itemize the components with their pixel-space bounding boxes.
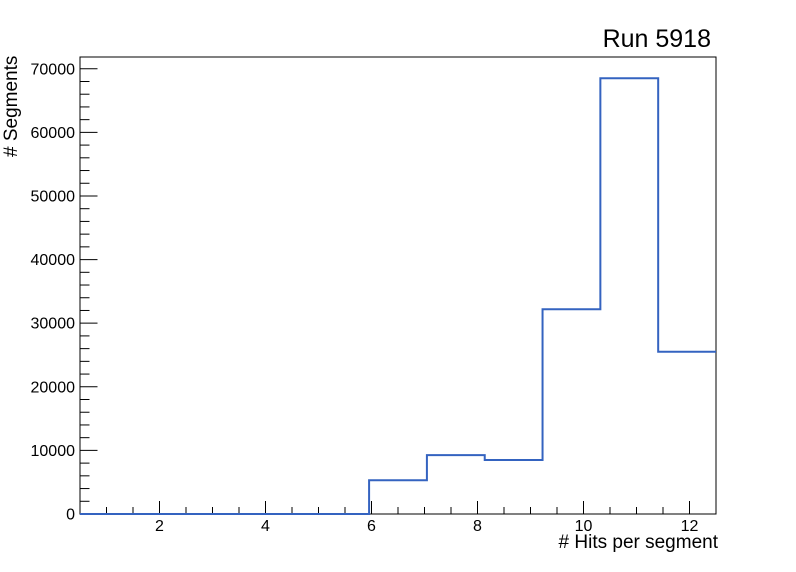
x-tick-label: 4 [261, 518, 270, 535]
y-tick-label: 70000 [31, 61, 76, 78]
y-tick-label: 60000 [31, 125, 76, 142]
x-tick-label: 12 [681, 518, 699, 535]
y-tick-label: 30000 [31, 316, 76, 333]
y-axis-title: # Segments [1, 56, 22, 157]
chart-title: Run 5918 [603, 25, 711, 53]
histogram-line [80, 77, 716, 515]
x-tick-label: 2 [155, 518, 164, 535]
y-tick-label: 0 [66, 507, 75, 524]
chart-layer: 2 4 6 8 10 12 0 10000 20000 30000 40000 50000 60000 7… [31, 56, 717, 535]
y-tick-label: 40000 [31, 252, 76, 269]
plot-frame [79, 56, 717, 515]
x-tick-label: 8 [473, 518, 482, 535]
y-tick-label: 50000 [31, 188, 76, 205]
y-tick-label: 20000 [31, 379, 76, 396]
x-tick-label: 10 [575, 518, 593, 535]
y-tick-label: 10000 [31, 443, 76, 460]
x-tick-label: 6 [367, 518, 376, 535]
x-axis-title: # Hits per segment [559, 532, 719, 553]
